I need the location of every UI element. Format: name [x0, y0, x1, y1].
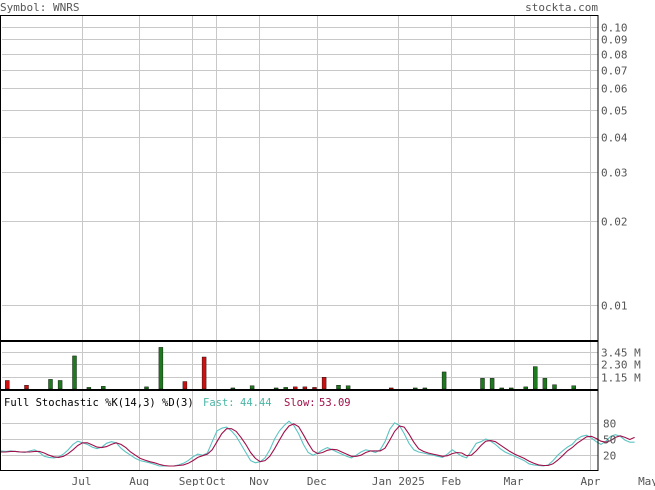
volume-bar	[283, 387, 288, 390]
volume-bar	[57, 380, 63, 390]
month-label: Oct	[206, 475, 226, 486]
volume-bar	[523, 386, 528, 390]
panel-frames	[0, 15, 599, 471]
site-brand: stockta.com	[525, 1, 598, 14]
month-label: Jan 2025	[372, 475, 425, 486]
volume-bar	[499, 387, 504, 390]
volume-bars	[5, 347, 576, 390]
month-label: Aug	[129, 475, 149, 486]
volume-bar	[336, 385, 341, 390]
fast-label: Fast:	[203, 397, 235, 409]
volume-bar	[273, 387, 279, 390]
volume-bar	[312, 387, 317, 390]
stochastic-tick-label: 20	[603, 450, 616, 463]
volume-tick-label: 1.15 M	[601, 372, 641, 385]
price-tick-label: 0.03	[601, 167, 628, 180]
month-label: Mar	[504, 475, 524, 486]
slow-value: 53.09	[319, 397, 351, 409]
volume-bar	[480, 378, 485, 390]
price-tick-label: 0.04	[601, 132, 628, 145]
stochastic-tick-label: 50	[603, 434, 616, 447]
volume-panel-frame	[0, 341, 599, 390]
volume-bar	[101, 386, 106, 390]
volume-bar	[158, 347, 164, 390]
volume-bar	[542, 378, 548, 390]
stochastic-title: Full Stochastic %K(14,3) %D(3)	[4, 397, 194, 409]
volume-tick-label: 3.45 M	[601, 347, 641, 360]
price-tick-label: 0.09	[601, 34, 628, 47]
slow-label: Slow:	[284, 397, 316, 409]
price-tick-label: 0.07	[601, 65, 628, 78]
volume-bar	[389, 387, 394, 390]
volume-bar	[5, 380, 10, 390]
volume-bar	[293, 386, 298, 390]
month-label: Apr	[580, 475, 600, 486]
volume-bar	[201, 356, 207, 390]
volume-bar	[48, 379, 53, 390]
volume-bar	[509, 387, 514, 390]
volume-bar	[24, 385, 29, 390]
volume-bar	[72, 355, 77, 390]
volume-bar	[230, 387, 236, 390]
axis-labels: 0.100.09 0.08 0.07 0.06 0.05 0.04 0.03 0.02 0.01…	[72, 22, 655, 489]
volume-bar	[571, 385, 576, 390]
volume-bar	[321, 377, 327, 390]
fast-value: 44.44	[240, 397, 272, 409]
stochastic-tick-label: 80	[603, 418, 616, 431]
month-label: Feb	[441, 475, 461, 486]
grid-lines	[2, 15, 598, 470]
volume-tick-label: 2.30 M	[601, 359, 641, 372]
stochastic-lines	[0, 420, 635, 467]
volume-bar	[182, 381, 188, 390]
volume-bar	[86, 387, 92, 390]
volume-bar	[533, 366, 538, 390]
month-label: Jul	[72, 475, 92, 486]
volume-bar	[552, 384, 557, 390]
month-label: May	[638, 475, 655, 486]
volume-bar	[489, 378, 495, 390]
month-label: Sept	[179, 475, 206, 486]
price-panel-frame	[0, 15, 599, 341]
stochastic-panel-frame	[0, 390, 599, 471]
symbol-label: Symbol: WNRS	[0, 1, 79, 14]
month-label: Nov	[249, 475, 269, 486]
price-tick-label: 0.02	[601, 216, 628, 229]
price-tick-label: 0.08	[601, 49, 628, 62]
volume-bar	[345, 385, 351, 390]
volume-bar	[422, 387, 428, 390]
volume-bar	[413, 387, 418, 390]
volume-bar	[249, 385, 255, 390]
volume-bar	[441, 371, 447, 390]
price-tick-label: 0.10	[601, 22, 628, 35]
slow-line	[1, 423, 635, 467]
price-tick-label: 0.06	[601, 83, 628, 96]
price-tick-label: 0.01	[601, 300, 628, 313]
volume-bar	[302, 386, 308, 390]
volume-bar	[144, 386, 149, 390]
month-label: Dec	[307, 475, 327, 486]
price-tick-label: 0.05	[601, 105, 628, 118]
